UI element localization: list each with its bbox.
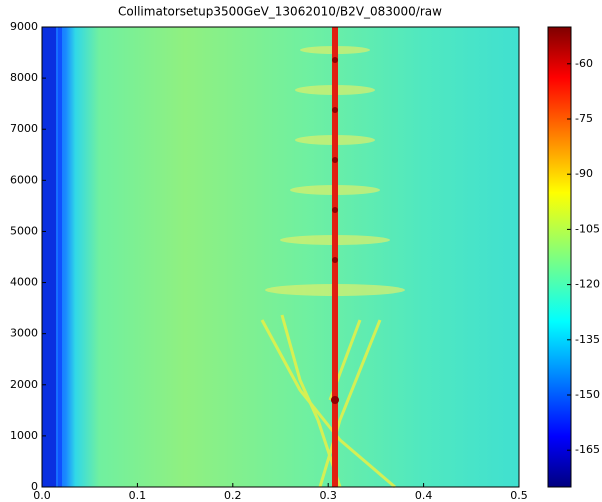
x-tick-label: 0.5 (510, 489, 528, 502)
x-tick-label: 0.2 (224, 489, 242, 502)
colorbar (547, 26, 572, 488)
x-tick-label: 0.0 (33, 489, 51, 502)
x-tick-label: 0.4 (415, 489, 433, 502)
y-tick-label: 5000 (10, 224, 38, 237)
colorbar-tick-label: -105 (575, 222, 600, 235)
colorbar-tick-label: -165 (575, 443, 600, 456)
heatmap-texture (42, 27, 56, 487)
plot-frame (41, 26, 520, 488)
y-tick-label: 4000 (10, 276, 38, 289)
x-tick-label: 0.1 (129, 489, 147, 502)
y-tick-label: 1000 (10, 429, 38, 442)
colorbar-tick-label: -150 (575, 388, 600, 401)
colorbar-tick-label: -60 (575, 57, 593, 70)
y-tick-label: 3000 (10, 327, 38, 340)
y-tick-label: 7000 (10, 122, 38, 135)
colorbar-tick-label: -135 (575, 333, 600, 346)
heatmap (42, 27, 519, 489)
y-tick-label: 0 (31, 480, 38, 493)
chart-title: Collimatorsetup3500GeV_13062010/B2V_0830… (118, 5, 442, 19)
heatmap-texture (58, 27, 62, 487)
y-tick-label: 8000 (10, 71, 38, 84)
heatmap-texture (42, 27, 519, 487)
colorbar-tick-label: -120 (575, 278, 600, 291)
colorbar-tick-label: -90 (575, 167, 593, 180)
colorbar-tick-label: -75 (575, 112, 593, 125)
heatmap-texture (331, 57, 339, 404)
y-tick-label: 9000 (10, 20, 38, 33)
y-tick-label: 6000 (10, 173, 38, 186)
x-tick-label: 0.3 (319, 489, 337, 502)
y-tick-label: 2000 (10, 378, 38, 391)
